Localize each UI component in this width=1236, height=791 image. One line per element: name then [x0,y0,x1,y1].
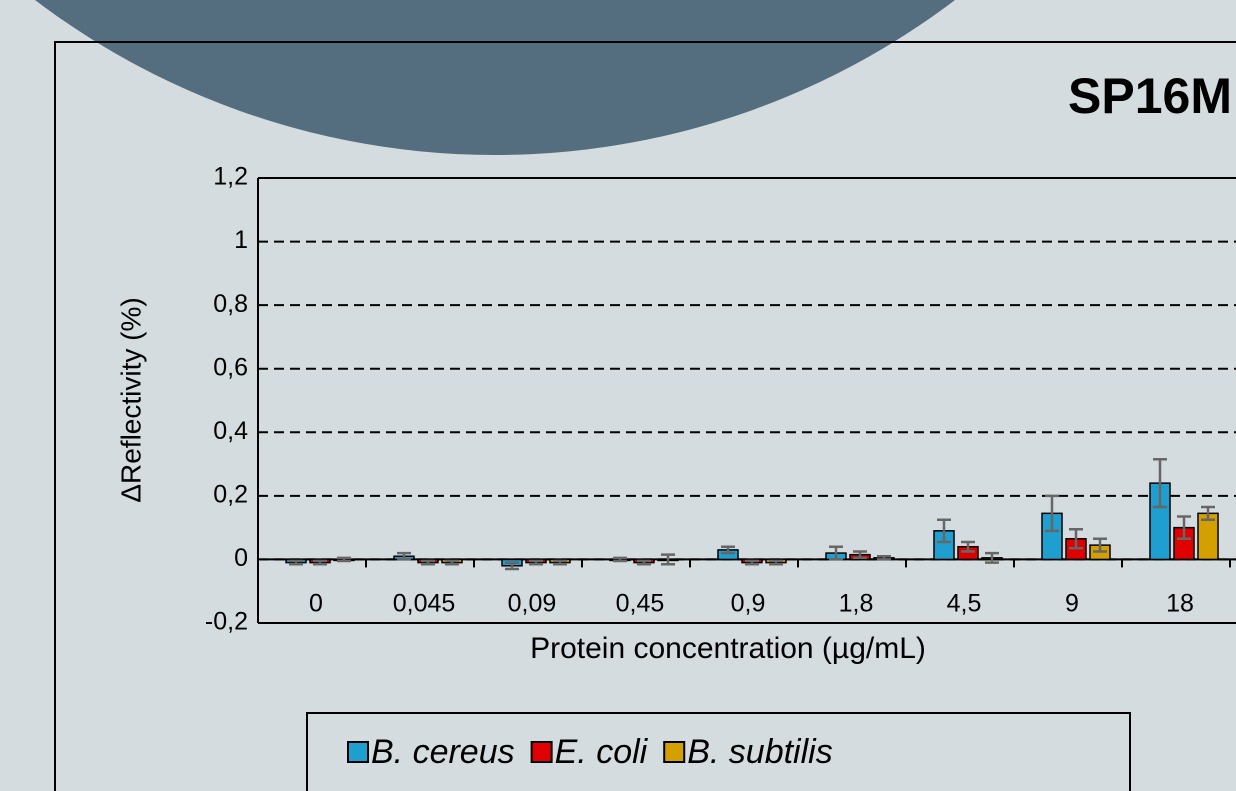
error-bar [721,545,735,555]
error-bar [985,551,999,564]
error-bar [421,559,435,566]
error-bar [529,559,543,566]
error-bar [337,556,351,563]
error-bar [661,553,675,566]
frame [54,41,1236,791]
error-bar [1153,458,1167,509]
error-bar [937,518,951,544]
error-bar [1177,515,1191,541]
legend-label: B. cereus [371,733,515,771]
y-tick-label: 0,2 [213,480,248,508]
legend-label: E. coli [555,733,649,771]
legend-swatch [530,741,553,763]
error-bar [1069,527,1083,550]
error-bar [553,559,567,566]
error-bar [769,559,783,566]
x-tick-label: 4,5 [947,590,982,618]
x-tick-label: 0,045 [393,590,456,618]
x-axis-label: Protein concentration (µg/mL) [530,632,926,665]
legend-swatch [347,741,369,763]
x-tick-label: 18 [1166,590,1194,618]
y-tick-label: 0,4 [213,417,248,445]
error-bar [1201,505,1215,521]
error-bar [745,559,759,566]
y-axis-label: ΔReflectivity (%) [115,297,146,502]
x-tick-label: 0 [309,590,323,618]
error-bar [445,559,459,566]
x-tick-label: 9 [1065,590,1079,618]
y-tick-label: 0,8 [213,290,248,318]
error-bar [1045,494,1059,533]
error-bar [505,561,519,571]
legend-swatch [663,741,686,763]
error-bar [853,550,867,560]
error-bar [289,559,303,566]
x-tick-label: 1,8 [839,590,874,618]
x-tick-label: 0,45 [616,590,665,618]
chart-title: SP16M [1068,68,1232,124]
y-tick-label: 0 [234,544,248,572]
y-tick-label: 1,2 [213,163,248,191]
error-bar [1093,537,1107,553]
x-tick-label: 0,09 [508,590,557,618]
y-tick-label: 0,6 [213,353,248,381]
error-bar [313,559,327,566]
error-bar [877,555,891,561]
legend-box [306,712,1131,791]
error-bar [397,551,411,561]
error-bar [637,559,651,566]
legend-label: B. subtilis [687,733,833,771]
x-tick-label: 0,9 [731,590,766,618]
error-bar [613,556,627,563]
y-tick-label: -0,2 [205,608,248,636]
y-tick-label: 1 [234,226,248,254]
error-bar [829,545,843,561]
error-bar [961,540,975,553]
decor-circle [35,0,955,155]
